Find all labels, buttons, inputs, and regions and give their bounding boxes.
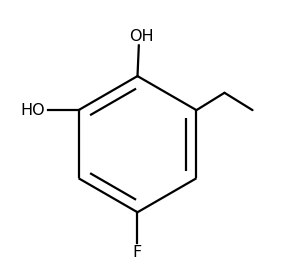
Text: OH: OH (129, 29, 154, 44)
Text: HO: HO (21, 103, 45, 118)
Text: F: F (133, 245, 142, 260)
